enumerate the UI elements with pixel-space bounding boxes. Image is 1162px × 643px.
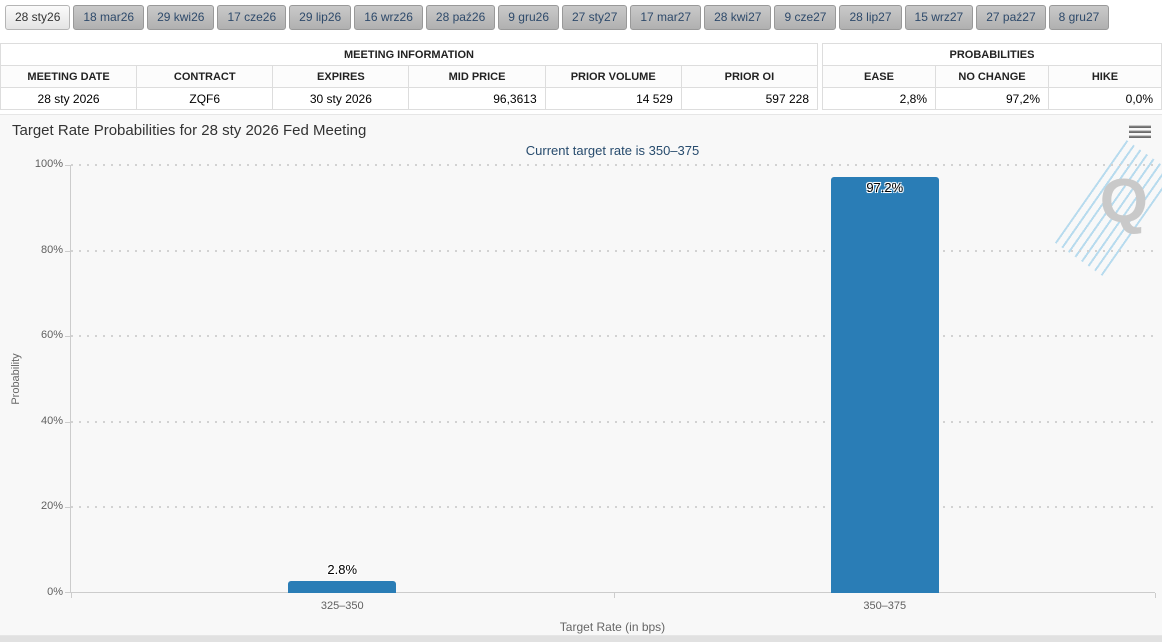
meeting-value-1: ZQF6	[136, 87, 274, 110]
prob-value-1: 97,2%	[935, 87, 1049, 110]
tab-9-cze27[interactable]: 9 cze27	[774, 5, 837, 30]
y-tick-mark-40	[65, 421, 70, 423]
x-axis-title: Target Rate (in bps)	[559, 620, 666, 634]
meeting-col-expires: EXPIRES	[272, 65, 410, 88]
meeting-col-prior-oi: PRIOR OI	[680, 65, 819, 88]
y-tick-mark-0	[65, 592, 70, 593]
summary-tables: MEETING INFORMATION MEETING DATE CONTRACT…	[0, 43, 1162, 110]
prob-col-hike: HIKE	[1048, 65, 1162, 88]
y-tick-label-20: 20%	[40, 500, 63, 513]
fedwatch-probability-chart: Target Rate Probabilities for 28 sty 202…	[0, 114, 1162, 636]
tab-28-sty26[interactable]: 28 sty26	[5, 5, 71, 30]
meeting-information-title: MEETING INFORMATION	[0, 43, 818, 66]
prob-value-0: 2,8%	[822, 87, 936, 110]
prob-col-ease: EASE	[822, 65, 936, 88]
tab-15-wrz27[interactable]: 15 wrz27	[904, 5, 974, 30]
gridline-40	[71, 420, 1155, 423]
y-tick-mark-100	[65, 165, 70, 166]
y-axis-title: Probability	[10, 353, 22, 405]
tab-17-mar27[interactable]: 17 mar27	[630, 5, 702, 30]
prob-value-2: 0,0%	[1048, 87, 1162, 110]
tab-27-pa-27[interactable]: 27 paź27	[976, 5, 1046, 30]
y-tick-label-40: 40%	[40, 414, 63, 427]
bar-325-350[interactable]	[288, 581, 397, 593]
probabilities-value-row: 2,8% 97,2% 0,0%	[822, 87, 1162, 110]
prob-col-no-change: NO CHANGE	[935, 65, 1049, 88]
x-category-label-350-375: 350–375	[863, 600, 907, 612]
y-tick-mark-60	[65, 336, 70, 338]
chart-title: Target Rate Probabilities for 28 sty 202…	[12, 122, 367, 139]
meeting-value-2: 30 sty 2026	[272, 87, 410, 110]
footer-strip	[0, 636, 1162, 642]
tab-28-pa-26[interactable]: 28 paź26	[425, 5, 496, 30]
y-tick-mark-20	[65, 507, 70, 509]
meeting-value-0: 28 sty 2026	[0, 87, 138, 110]
meeting-information-table: MEETING INFORMATION MEETING DATE CONTRACT…	[0, 43, 819, 110]
tab-8-gru27[interactable]: 8 gru27	[1048, 5, 1110, 30]
x-category-label-325-350: 325–350	[320, 600, 364, 612]
tab-27-sty27[interactable]: 27 sty27	[562, 5, 628, 30]
y-tick-mark-80	[65, 250, 70, 252]
tab-29-lip26[interactable]: 29 lip26	[289, 5, 352, 30]
y-tick-label-80: 80%	[40, 243, 63, 256]
x-tick-mark-1	[613, 593, 615, 598]
gridline-20	[71, 506, 1155, 509]
meeting-value-4: 14 529	[544, 87, 682, 110]
meeting-information-header-row: MEETING DATE CONTRACT EXPIRES MID PRICE PRIO…	[0, 65, 819, 88]
gridline-100	[71, 164, 1155, 166]
meeting-col-prior-volume: PRIOR VOLUME	[544, 65, 682, 88]
watermark-q-letter: Q	[1099, 167, 1148, 236]
meeting-information-value-row: 28 sty 2026 ZQF6 30 sty 2026 96,3613 14 529 5…	[0, 87, 819, 110]
bar-value-label-325-350: 2.8%	[327, 562, 358, 578]
y-tick-label-0: 0%	[47, 586, 63, 598]
tab-16-wrz26[interactable]: 16 wrz26	[354, 5, 423, 30]
x-tick-mark-0	[71, 593, 72, 598]
probabilities-header-row: EASE NO CHANGE HIKE	[822, 65, 1162, 88]
meeting-tab-bar: 28 sty26 18 mar26 29 kwi26 17 cze26 29 lip26…	[0, 0, 1162, 34]
meeting-col-contract: CONTRACT	[136, 65, 274, 88]
meeting-value-5: 597 228	[680, 87, 819, 110]
tab-9-gru26[interactable]: 9 gru26	[498, 5, 559, 30]
gridline-60	[71, 335, 1155, 338]
probabilities-table: PROBABILITIES EASE NO CHANGE HIKE 2,8% 97,2…	[822, 43, 1162, 110]
gridline-80	[71, 249, 1155, 252]
y-tick-label-100: 100%	[34, 158, 63, 170]
meeting-value-3: 96,3613	[408, 87, 546, 110]
tab-17-cze26[interactable]: 17 cze26	[217, 5, 287, 30]
chart-subtitle: Current target rate is 350–375	[525, 143, 700, 158]
plot-area: 0% 20% 40% 60% 80% 100% 2.8% 325–350 97.2% 350–37…	[35, 158, 1156, 612]
meeting-col-meeting-date: MEETING DATE	[0, 65, 138, 88]
tab-29-kwi26[interactable]: 29 kwi26	[147, 5, 215, 30]
tab-18-mar26[interactable]: 18 mar26	[73, 5, 145, 30]
hamburger-menu-icon[interactable]	[1128, 124, 1152, 142]
probabilities-title: PROBABILITIES	[822, 43, 1162, 66]
bar-350-375[interactable]	[830, 176, 939, 593]
x-tick-mark-2	[1155, 593, 1156, 598]
bar-value-label-350-375: 97.2%	[866, 179, 904, 195]
q-logo-watermark: Q	[1054, 140, 1162, 276]
meeting-col-mid-price: MID PRICE	[408, 65, 546, 88]
tab-28-lip27[interactable]: 28 lip27	[839, 5, 902, 30]
tab-28-kwi27[interactable]: 28 kwi27	[704, 5, 772, 30]
y-tick-label-60: 60%	[40, 329, 63, 342]
